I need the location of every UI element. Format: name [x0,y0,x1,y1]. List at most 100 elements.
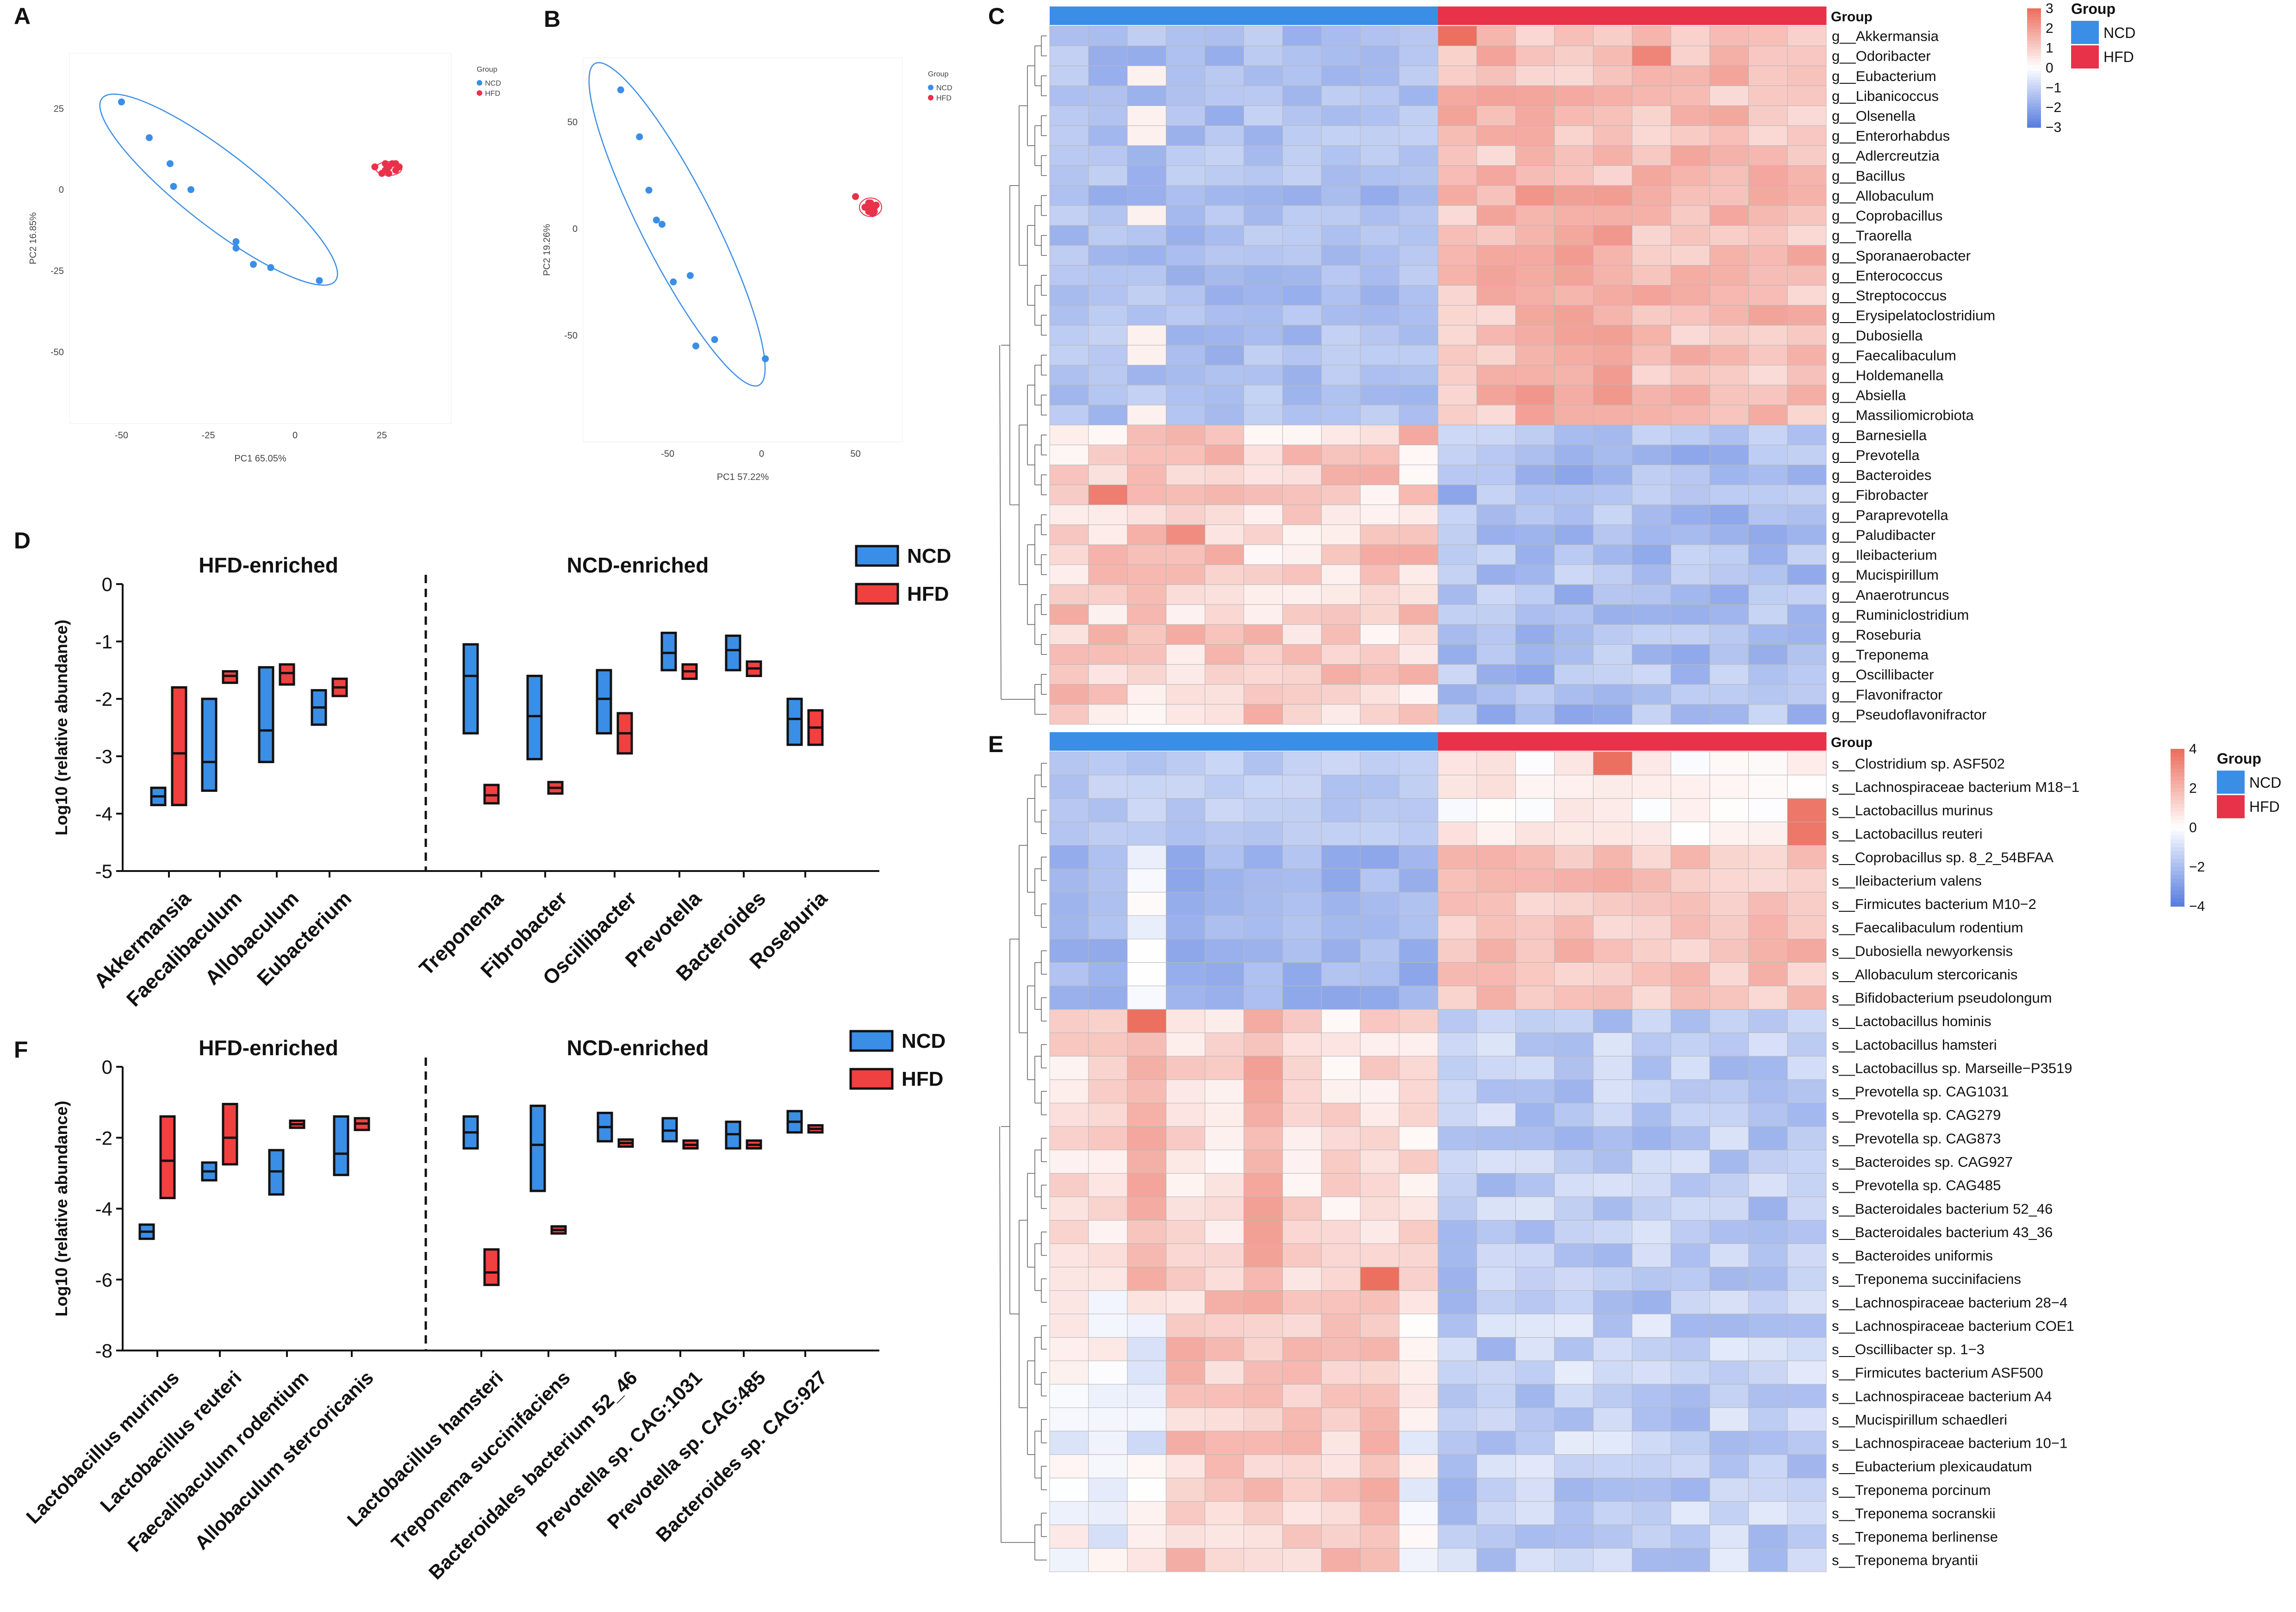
heatmap-cell [1360,584,1400,605]
heatmap-cell [1088,85,1128,106]
heatmap-cell [1049,1033,1089,1057]
heatmap-cell [1515,1337,1555,1361]
heatmap-cell [1787,65,1827,86]
heatmap-cell [1554,1477,1594,1502]
group-annotation-cell [1515,732,1555,751]
heatmap-cell [1476,405,1516,425]
heatmap-cell [1282,145,1322,166]
heatmap-cell [1282,405,1322,425]
heatmap-cell [1476,1267,1516,1291]
heatmap-cell [1748,939,1788,963]
heatmap-cell [1670,1102,1710,1127]
heatmap-cell [1593,704,1633,725]
legend-label-ncd: NCD [907,545,951,567]
heatmap-cell [1748,225,1788,246]
panel-letter-B: B [544,6,560,32]
heatmap-cell [1360,624,1400,645]
heatmap-cell [1399,584,1438,605]
heatmap-cell [1205,524,1244,545]
heatmap-cell [1632,1033,1671,1057]
section-label-hfd-enriched: HFD-enriched [199,1036,338,1060]
heatmap-cell [1515,962,1555,986]
heatmap-cell [1049,1290,1089,1314]
heatmap-cell [1670,405,1710,425]
heatmap-cell [1166,664,1206,685]
heatmap-cell [1632,1243,1671,1268]
heatmap-cell [1554,564,1594,585]
heatmap-cell [1593,385,1633,405]
row-label: s__Lachnospiraceae bacterium 10−1 [1832,1435,2067,1451]
heatmap-cell [1632,1525,1671,1549]
heatmap-cell [1593,1056,1633,1080]
heatmap-cell [1399,1079,1438,1103]
heatmap-cell [1049,105,1089,126]
heatmap-cell [1127,305,1167,326]
heatmap-cell [1399,285,1438,306]
heatmap-cell [1321,962,1361,986]
heatmap-cell [1709,1196,1749,1221]
heatmap-cell [1515,1454,1555,1478]
heatmap-cell [1321,305,1361,326]
heatmap-cell [1166,45,1206,66]
heatmap-cell [1049,845,1089,869]
heatmap-cell [1554,624,1594,645]
heatmap-cell [1670,145,1710,166]
heatmap-cell [1205,644,1244,665]
heatmap-cell [1437,25,1477,46]
heatmap-cell [1205,1009,1244,1033]
heatmap-cell [1166,604,1206,625]
heatmap-cell [1670,65,1710,86]
heatmap-cell [1127,1150,1167,1174]
heatmap-cell [1049,1243,1089,1268]
heatmap-cell [1476,1384,1516,1408]
range-bar-ncd [725,635,741,672]
heatmap-cell [1088,704,1128,725]
heatmap-cell [1282,1290,1322,1314]
heatmap-cell [1554,205,1594,226]
heatmap-cell [1088,1056,1128,1080]
heatmap-cell [1244,25,1283,46]
heatmap-cell [1593,1220,1633,1244]
heatmap-cell [1205,1243,1244,1268]
heatmap-cell [1632,584,1671,605]
color-scale-step [2027,62,2041,66]
heatmap-cell [1282,1337,1322,1361]
heatmap-cell [1321,604,1361,625]
heatmap-cell [1360,1009,1400,1033]
heatmap-cell [1554,45,1594,66]
heatmap-cell [1748,424,1788,445]
heatmap-cell [1399,1337,1438,1361]
heatmap-cell [1205,1033,1244,1057]
heatmap-cell [1127,1196,1167,1221]
heatmap-cell [1321,485,1361,505]
heatmap-cell [1515,245,1555,266]
heatmap-cell [1748,185,1788,206]
heatmap-cell [1476,1525,1516,1549]
heatmap-cell [1670,105,1710,126]
heatmap-cell [1360,245,1400,266]
heatmap-cell [1127,1009,1167,1033]
heatmap-cell [1244,305,1283,326]
heatmap-cell [1282,962,1322,986]
heatmap-cell [1127,1079,1167,1103]
heatmap-cell [1282,1267,1322,1291]
row-label: g__Enterorhabdus [1832,128,1950,144]
heatmap-cell [1593,868,1633,893]
heatmap-cell [1205,504,1244,525]
row-label: g__Coprobacillus [1832,208,1943,224]
heatmap-cell [1282,444,1322,466]
heatmap-cell [1515,485,1555,505]
heatmap-cell [1632,1079,1671,1103]
heatmap-cell [1515,604,1555,625]
heatmap-cell [1748,1033,1788,1057]
heatmap-cell [1554,1501,1594,1525]
heatmap-cell [1205,385,1244,405]
heatmap-cell [1166,1267,1206,1291]
group-annotation-cell [1476,732,1516,751]
heatmap-cell [1360,105,1400,126]
heatmap-cell [1476,385,1516,405]
heatmap-cell [1088,1033,1128,1057]
heatmap-cell [1709,85,1749,106]
heatmap-cell [1515,845,1555,869]
heatmap-cell [1088,822,1128,846]
